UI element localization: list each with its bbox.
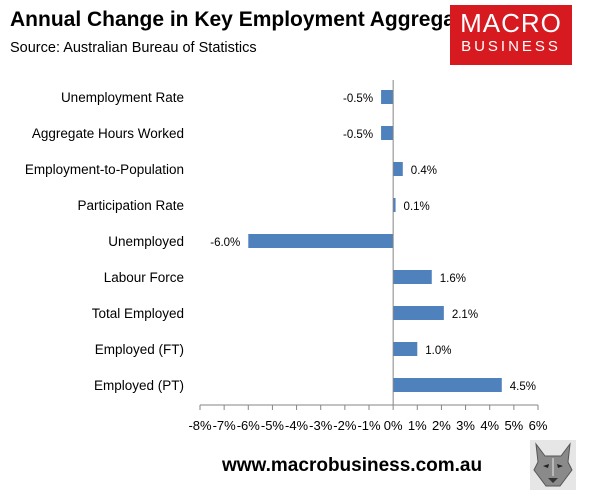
x-tick-label: 6% bbox=[529, 418, 548, 433]
data-label-unemployed: -6.0% bbox=[210, 237, 240, 249]
bar-group bbox=[248, 90, 502, 392]
logo-line-2: BUSINESS bbox=[461, 38, 561, 55]
logo-line-1: MACRO bbox=[460, 8, 562, 38]
x-tick-label: -8% bbox=[188, 418, 212, 433]
category-label-participation-rate: Participation Rate bbox=[77, 198, 184, 213]
category-label-total-employed: Total Employed bbox=[92, 306, 184, 321]
bar-unemployed bbox=[248, 234, 394, 248]
x-tick-label: 5% bbox=[504, 418, 523, 433]
x-tick-label: -4% bbox=[285, 418, 309, 433]
x-tick-label: -2% bbox=[333, 418, 357, 433]
x-tick-label: 0% bbox=[384, 418, 403, 433]
wolf-icon bbox=[530, 440, 576, 490]
bar-employed-pt bbox=[393, 378, 502, 392]
x-tick-label: -3% bbox=[309, 418, 333, 433]
footer-url: www.macrobusiness.com.au bbox=[222, 455, 483, 476]
category-label-aggregate-hours-worked: Aggregate Hours Worked bbox=[32, 126, 184, 141]
category-label-employment-to-population: Employment-to-Population bbox=[25, 162, 184, 177]
bar-participation-rate bbox=[393, 198, 396, 212]
x-tick-label: -1% bbox=[357, 418, 381, 433]
category-label-employed-ft: Employed (FT) bbox=[95, 342, 184, 357]
bar-total-employed bbox=[393, 306, 444, 320]
chart-title: Annual Change in Key Employment Aggregat… bbox=[10, 8, 486, 31]
x-tick-label: -5% bbox=[261, 418, 285, 433]
data-label-labour-force: 1.6% bbox=[440, 273, 466, 285]
data-label-participation-rate: 0.1% bbox=[404, 201, 430, 213]
bar-employment-to-population bbox=[393, 162, 403, 176]
category-labels: Unemployment Rate Aggregate Hours Worked E… bbox=[25, 90, 184, 393]
x-tick-label: 3% bbox=[456, 418, 475, 433]
category-label-unemployed: Unemployed bbox=[108, 234, 184, 249]
x-tick-label: 2% bbox=[432, 418, 451, 433]
data-label-aggregate-hours-worked: -0.5% bbox=[343, 129, 373, 141]
bar-labour-force bbox=[393, 270, 432, 284]
x-tick-label: 4% bbox=[480, 418, 499, 433]
bar-aggregate-hours-worked bbox=[381, 126, 394, 140]
x-axis-ticks: -8% -7% -6% -5% -4% -3% -2% -1% 0% 1% 2% 3% 4% 5% 6% bbox=[188, 405, 548, 433]
bar-employed-ft bbox=[393, 342, 418, 356]
data-label-total-employed: 2.1% bbox=[452, 309, 478, 321]
chart-source: Source: Australian Bureau of Statistics bbox=[10, 40, 257, 56]
x-tick-label: -7% bbox=[213, 418, 237, 433]
x-tick-label: -6% bbox=[237, 418, 261, 433]
bar-unemployment-rate bbox=[381, 90, 394, 104]
data-labels: -0.5% -0.5% 0.4% 0.1% -6.0% 1.6% 2.1% 1.0% 4.5% bbox=[210, 93, 536, 393]
category-label-employed-pt: Employed (PT) bbox=[94, 378, 184, 393]
data-label-employed-ft: 1.0% bbox=[425, 345, 451, 357]
data-label-unemployment-rate: -0.5% bbox=[343, 93, 373, 105]
category-label-unemployment-rate: Unemployment Rate bbox=[61, 90, 184, 105]
data-label-employment-to-population: 0.4% bbox=[411, 165, 437, 177]
data-label-employed-pt: 4.5% bbox=[510, 381, 536, 393]
macrobusiness-logo: MACRO BUSINESS bbox=[450, 5, 572, 65]
x-tick-label: 1% bbox=[408, 418, 427, 433]
category-label-labour-force: Labour Force bbox=[104, 270, 184, 285]
